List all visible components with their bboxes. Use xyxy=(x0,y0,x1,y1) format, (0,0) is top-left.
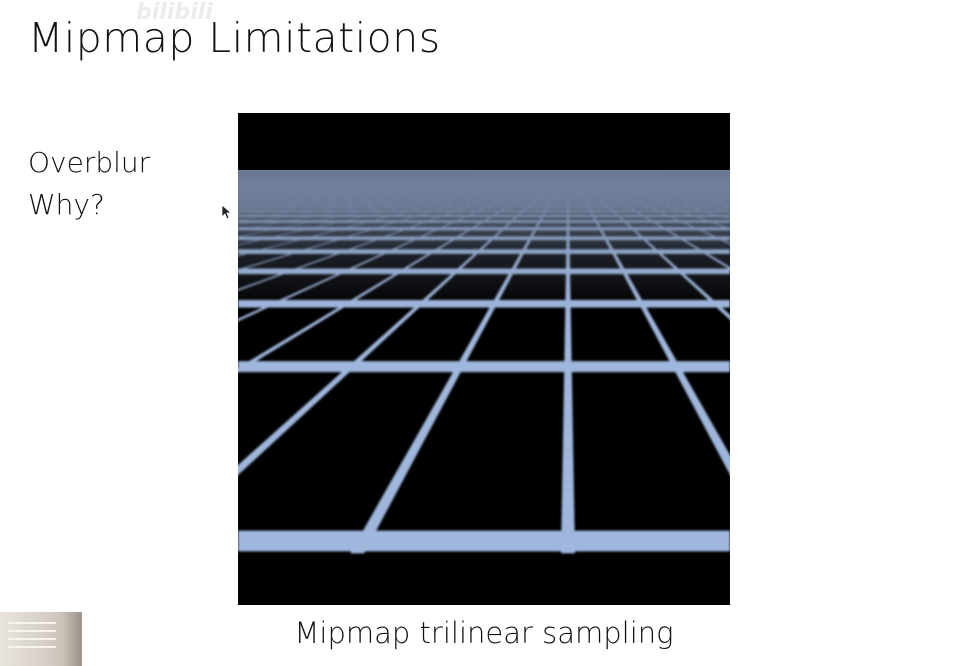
grid-floor-render xyxy=(238,113,730,605)
presenter-thumbnail xyxy=(0,612,82,666)
bilibili-logo-icon: bilibili xyxy=(136,0,213,25)
slide-title: Mipmap Limitations xyxy=(28,14,441,62)
mipmap-render-image xyxy=(238,113,730,605)
bullet-overblur: Overblur xyxy=(28,146,151,179)
horizon-haze xyxy=(238,170,730,360)
figure-caption: Mipmap trilinear sampling xyxy=(294,616,674,650)
sky-band xyxy=(238,113,730,170)
bullet-why: Why? xyxy=(28,188,105,221)
mouse-pointer-icon xyxy=(221,204,233,224)
bullet-list: Overblur Why? xyxy=(28,142,150,226)
